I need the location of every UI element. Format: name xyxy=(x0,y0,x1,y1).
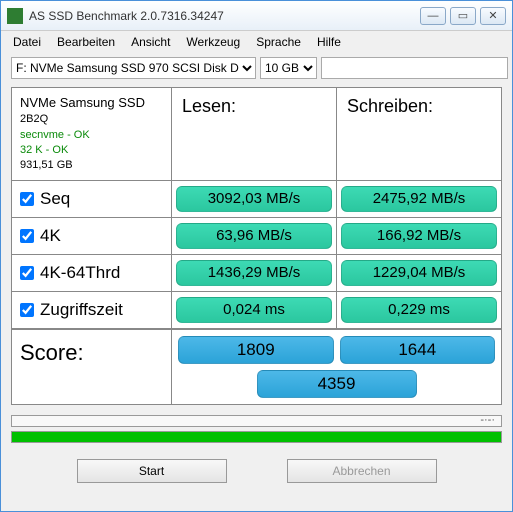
fourk-read: 63,96 MB/s xyxy=(176,223,332,249)
score-total: 4359 xyxy=(257,370,417,398)
header-row: NVMe Samsung SSD 2B2Q secnvme - OK 32 K … xyxy=(12,88,501,181)
alignment-status: 32 K - OK xyxy=(20,143,163,158)
driver-status: secnvme - OK xyxy=(20,128,163,143)
score-read: 1809 xyxy=(178,336,334,364)
seq-label: Seq xyxy=(40,189,70,209)
app-window: AS SSD Benchmark 2.0.7316.34247 — ▭ ✕ Da… xyxy=(0,0,513,512)
firmware: 2B2Q xyxy=(20,112,163,127)
device-name: NVMe Samsung SSD xyxy=(20,94,163,112)
minimize-button[interactable]: — xyxy=(420,7,446,25)
progress-tick-icon: -·-· xyxy=(480,414,495,426)
row-access: Zugriffszeit 0,024 ms 0,229 ms xyxy=(12,292,501,329)
fourk-label: 4K xyxy=(40,226,61,246)
menu-hilfe[interactable]: Hilfe xyxy=(317,35,341,49)
window-controls: — ▭ ✕ xyxy=(420,7,506,25)
acc-checkbox[interactable] xyxy=(20,303,34,317)
cancel-button[interactable]: Abbrechen xyxy=(287,459,437,483)
size-select[interactable]: 10 GB xyxy=(260,57,317,79)
write-header: Schreiben: xyxy=(337,88,501,180)
device-info: NVMe Samsung SSD 2B2Q secnvme - OK 32 K … xyxy=(12,88,172,180)
acc-write: 0,229 ms xyxy=(341,297,497,323)
drive-select[interactable]: F: NVMe Samsung SSD 970 SCSI Disk D xyxy=(11,57,256,79)
menu-bearbeiten[interactable]: Bearbeiten xyxy=(57,35,115,49)
row-4k64: 4K-64Thrd 1436,29 MB/s 1229,04 MB/s xyxy=(12,255,501,292)
progress-total xyxy=(11,431,502,443)
row-seq: Seq 3092,03 MB/s 2475,92 MB/s xyxy=(12,181,501,218)
capacity: 931,51 GB xyxy=(20,158,163,173)
acc-read: 0,024 ms xyxy=(176,297,332,323)
score-write: 1644 xyxy=(340,336,496,364)
maximize-button[interactable]: ▭ xyxy=(450,7,476,25)
titlebar: AS SSD Benchmark 2.0.7316.34247 — ▭ ✕ xyxy=(1,1,512,31)
toolbar: F: NVMe Samsung SSD 970 SCSI Disk D 10 G… xyxy=(1,53,512,83)
progress-current: -·-· xyxy=(11,415,502,427)
fourk64-checkbox[interactable] xyxy=(20,266,34,280)
seq-write: 2475,92 MB/s xyxy=(341,186,497,212)
menu-datei[interactable]: Datei xyxy=(13,35,41,49)
read-header: Lesen: xyxy=(172,88,337,180)
seq-read: 3092,03 MB/s xyxy=(176,186,332,212)
app-icon xyxy=(7,8,23,24)
fourk64-label: 4K-64Thrd xyxy=(40,263,120,283)
row-4k: 4K 63,96 MB/s 166,92 MB/s xyxy=(12,218,501,255)
start-button[interactable]: Start xyxy=(77,459,227,483)
seq-checkbox[interactable] xyxy=(20,192,34,206)
results-panel: NVMe Samsung SSD 2B2Q secnvme - OK 32 K … xyxy=(11,87,502,405)
fourk64-read: 1436,29 MB/s xyxy=(176,260,332,286)
score-row: Score: 1809 1644 4359 xyxy=(12,329,501,404)
acc-label: Zugriffszeit xyxy=(40,300,123,320)
fourk64-write: 1229,04 MB/s xyxy=(341,260,497,286)
window-title: AS SSD Benchmark 2.0.7316.34247 xyxy=(29,9,420,23)
button-row: Start Abbrechen xyxy=(1,453,512,493)
fourk-checkbox[interactable] xyxy=(20,229,34,243)
filter-input[interactable] xyxy=(321,57,508,79)
menu-sprache[interactable]: Sprache xyxy=(256,35,301,49)
menubar: Datei Bearbeiten Ansicht Werkzeug Sprach… xyxy=(1,31,512,53)
menu-ansicht[interactable]: Ansicht xyxy=(131,35,170,49)
menu-werkzeug[interactable]: Werkzeug xyxy=(186,35,240,49)
score-label: Score: xyxy=(12,330,172,404)
fourk-write: 166,92 MB/s xyxy=(341,223,497,249)
progress-area: -·-· xyxy=(11,415,502,447)
close-button[interactable]: ✕ xyxy=(480,7,506,25)
